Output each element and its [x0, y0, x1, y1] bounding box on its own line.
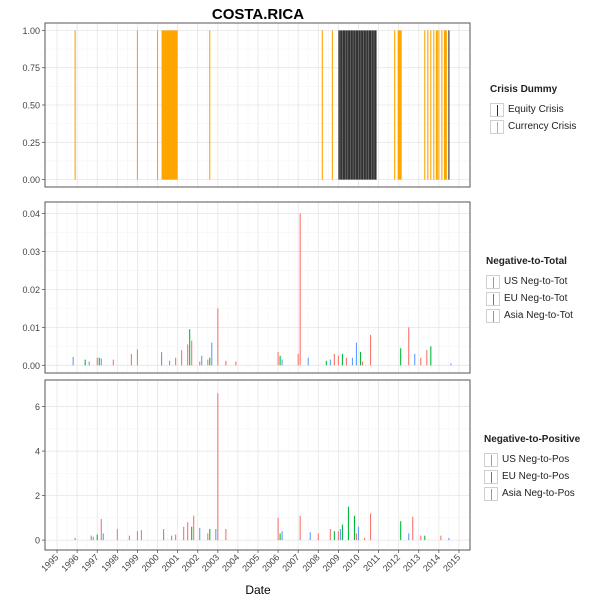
- legend-key: [484, 486, 498, 501]
- x-tick-label: 1997: [79, 552, 100, 573]
- chart-title: COSTA.RICA: [212, 6, 304, 23]
- legend-item-asia-neg-to-tot: Asia Neg-to-Tot: [486, 307, 573, 324]
- legend-item-eu-neg-to-tot: EU Neg-to-Tot: [486, 290, 573, 307]
- currency-crisis-block: [161, 30, 178, 180]
- legend-crisis-dummy: Crisis Dummy Equity Crisis Currency Cris…: [490, 84, 576, 135]
- legend-item-us-neg-to-pos: US Neg-to-Pos: [484, 451, 580, 468]
- y-tick-label: 0.75: [22, 63, 40, 73]
- y-tick-label: 0.04: [22, 209, 40, 219]
- y-tick-label: 0.01: [22, 323, 40, 333]
- x-tick-label: 2014: [421, 552, 442, 573]
- equity-crisis-block: [338, 30, 377, 180]
- legend-key: [484, 469, 498, 484]
- x-axis-label: Date: [245, 583, 271, 597]
- legend-key: [490, 102, 504, 117]
- legend-label: Asia Neg-to-Tot: [504, 310, 573, 321]
- panel-border: [44, 201, 471, 374]
- legend-key: [484, 452, 498, 467]
- legend-title: Crisis Dummy: [490, 84, 558, 95]
- x-tick-label: 2003: [200, 552, 221, 573]
- x-tick-label: 2005: [240, 552, 261, 573]
- y-tick-label: 2: [35, 491, 40, 501]
- legend-item-asia-neg-to-pos: Asia Neg-to-Pos: [484, 485, 580, 502]
- y-tick-label: 0.50: [22, 101, 40, 111]
- x-tick-label: 1999: [120, 552, 141, 573]
- legend-key: [486, 308, 500, 323]
- panel-2: 0.00 0.01 0.02 0.03 0.04: [22, 201, 471, 374]
- panel-border: [44, 379, 471, 551]
- legend-key: [486, 274, 500, 289]
- plot-background: [45, 202, 470, 373]
- legend-item-us-neg-to-tot: US Neg-to-Tot: [486, 273, 573, 290]
- y-tick-label: 0.25: [22, 138, 40, 148]
- y-tick-label: 0.03: [22, 247, 40, 257]
- panel-3: 0 2 4 6: [35, 379, 471, 551]
- y-tick-label: 4: [35, 447, 40, 457]
- y-tick-label: 0: [35, 536, 40, 546]
- legend-label: Currency Crisis: [508, 121, 577, 132]
- x-tick-label: 1995: [39, 552, 60, 573]
- legend-key: [486, 291, 500, 306]
- plot-background: [45, 380, 470, 550]
- x-tick-label: 1998: [100, 552, 121, 573]
- legend-label: Asia Neg-to-Pos: [502, 488, 575, 499]
- legend-negative-to-total: Negative-to-Total US Neg-to-Tot EU Neg-t…: [486, 256, 573, 324]
- legend-item-eu-neg-to-pos: EU Neg-to-Pos: [484, 468, 580, 485]
- x-axis: 1995199619971998199920002001200220032004…: [39, 550, 462, 574]
- legend-label: EU Neg-to-Tot: [504, 293, 568, 304]
- currency-crisis-block: [397, 30, 402, 180]
- panel-1: 0.00 0.25 0.50 0.75 1.00: [22, 22, 471, 188]
- x-tick-label: 2011: [361, 552, 382, 573]
- y-tick-label: 0.00: [22, 175, 40, 185]
- chart-panels: 0.00 0.25 0.50 0.75 1.00 0.00 0.01 0.02 0.03 0.04…: [22, 22, 471, 551]
- currency-crisis-block: [443, 30, 447, 180]
- currency-crisis-block: [435, 30, 438, 180]
- legend-label: EU Neg-to-Pos: [502, 471, 570, 482]
- legend-negative-to-positive: Negative-to-Positive US Neg-to-Pos EU Ne…: [484, 434, 580, 502]
- x-tick-label: 2012: [381, 552, 402, 573]
- x-tick-label: 2008: [300, 552, 321, 573]
- x-tick-label: 2000: [140, 552, 161, 573]
- x-tick-label: 2001: [160, 552, 181, 573]
- x-tick-label: 2006: [260, 552, 281, 573]
- panel-border: [44, 22, 471, 188]
- legend-label: Equity Crisis: [508, 104, 564, 115]
- y-tick-label: 6: [35, 402, 40, 412]
- x-tick-label: 2013: [401, 552, 422, 573]
- x-tick-label: 2010: [341, 552, 362, 573]
- x-tick-label: 2002: [180, 552, 201, 573]
- legend-title: Negative-to-Total: [486, 256, 567, 267]
- legend-title: Negative-to-Positive: [484, 434, 581, 445]
- x-tick-label: 1996: [59, 552, 80, 573]
- x-tick-label: 2007: [280, 552, 301, 573]
- y-tick-label: 1.00: [22, 26, 40, 36]
- legend-label: US Neg-to-Tot: [504, 276, 568, 287]
- legend-item-equity-crisis: Equity Crisis: [490, 101, 576, 118]
- legend-item-currency-crisis: Currency Crisis: [490, 118, 576, 135]
- x-tick-label: 2009: [321, 552, 342, 573]
- legend-label: US Neg-to-Pos: [502, 454, 570, 465]
- y-tick-label: 0.00: [22, 361, 40, 371]
- x-tick-label: 2015: [441, 552, 462, 573]
- y-tick-label: 0.02: [22, 285, 40, 295]
- legend-key: [490, 119, 504, 134]
- x-tick-label: 2004: [220, 552, 241, 573]
